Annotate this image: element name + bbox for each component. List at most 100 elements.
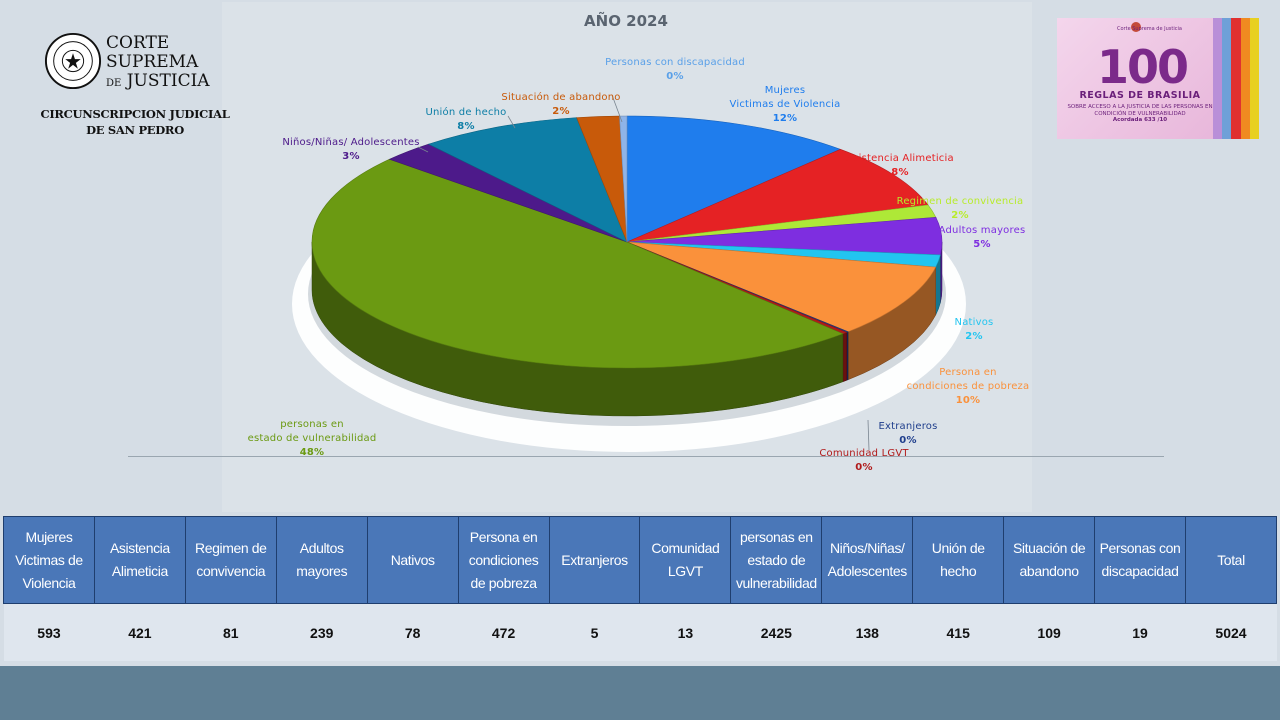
pie-label: Comunidad LGVT 0% xyxy=(819,447,908,475)
pie-label-text: Situación de abandono xyxy=(501,92,621,103)
pie-label: Personas con discapacidad 0% xyxy=(605,56,745,84)
pie-label-text: Nativos xyxy=(954,317,994,328)
table-header-cell: Persona en condiciones de pobreza xyxy=(457,516,550,604)
table-header-cell: Nativos xyxy=(366,516,459,604)
table-cell: 109 xyxy=(1003,603,1095,661)
table-header-cell: Asistencia Alimeticia xyxy=(93,516,186,604)
table-cell: 415 xyxy=(912,603,1004,661)
pie-label-text: personas en xyxy=(280,419,344,430)
logo-name-line3: JUSTICIA xyxy=(126,71,210,91)
table-header-cell: Extranjeros xyxy=(548,516,641,604)
pie-label-percent: 2% xyxy=(951,210,969,221)
table-header-cell: Unión de hecho xyxy=(912,516,1005,604)
chart-title: AÑO 2024 xyxy=(584,12,668,30)
pie-label-percent: 12% xyxy=(772,113,798,124)
leader-line xyxy=(867,419,870,451)
pie-label-percent: 0% xyxy=(666,71,684,82)
table-cell: 472 xyxy=(458,603,550,661)
pie-label-percent: 5% xyxy=(973,239,991,250)
pie-label-text: estado de vulnerabilidad xyxy=(247,433,377,444)
pie-slice xyxy=(626,241,937,333)
pie-label: Asistencia Alimeticia 8% xyxy=(846,152,954,180)
pie-label: Unión de hecho 8% xyxy=(426,106,507,134)
pie-label-text: Adultos mayores xyxy=(938,225,1026,236)
table-header-cell: Situación de abandono xyxy=(1003,516,1096,604)
table-header-cell: Mujeres Victimas de Violencia xyxy=(3,516,95,604)
pie-label-text: Niños/Niñas/ Adolescentes xyxy=(282,137,420,148)
pie-label: Niños/Niñas/ Adolescentes 3% xyxy=(282,136,419,164)
circunscripcion-line2: DE SAN PEDRO xyxy=(86,123,184,137)
circunscripcion-line1: CIRCUNSCRIPCION JUDICIAL xyxy=(40,107,230,121)
pie-slice xyxy=(311,158,844,369)
pie-slice xyxy=(626,148,929,243)
pie-label: Persona en condiciones de pobreza 10% xyxy=(907,366,1030,408)
corte-suprema-logo: CORTE SUPREMA DE JUSTICIA CIRCUNSCRIPCIO… xyxy=(40,30,230,140)
table-header-cell: Regimen de convivencia xyxy=(184,516,277,604)
table-cell: 5 xyxy=(549,603,640,661)
badge-subtitle-text: SOBRE ACCESO A LA JUSTICIA DE LAS PERSON… xyxy=(1067,104,1213,117)
table-header-row: Mujeres Victimas de Violencia Asistencia … xyxy=(3,516,1278,604)
pie-label-percent: 8% xyxy=(457,121,475,132)
table-cell: 2425 xyxy=(730,603,822,661)
pie-label: personas en estado de vulnerabilidad 48% xyxy=(248,418,377,460)
logo-name: CORTE SUPREMA DE JUSTICIA xyxy=(106,34,210,93)
table-cell: 5024 xyxy=(1185,603,1277,661)
pie-label-text: Regimen de convivencia xyxy=(896,196,1024,207)
table-cell: 421 xyxy=(94,603,186,661)
pie-label-percent: 0% xyxy=(855,462,873,473)
pie-label-text: Comunidad LGVT xyxy=(819,448,909,459)
table-cell: 138 xyxy=(821,603,913,661)
pie-label-percent: 48% xyxy=(299,447,325,458)
pie-slice xyxy=(626,115,842,243)
table-header-cell: Comunidad LGVT xyxy=(639,516,732,604)
logo-name-prefix: DE xyxy=(106,78,122,89)
badge-subtitle: SOBRE ACCESO A LA JUSTICIA DE LAS PERSON… xyxy=(1065,104,1215,124)
badge-top-text: Corte Suprema de Justicia xyxy=(1117,26,1182,32)
table-row: 593 421 81 239 78 472 5 13 2425 138 415 109 19 5024 xyxy=(3,603,1277,661)
table-header-cell: personas en estado de vulnerabilidad xyxy=(730,516,823,604)
pie-label: Situación de abandono 2% xyxy=(501,91,620,119)
pie-label-percent: 10% xyxy=(955,395,981,406)
leader-line xyxy=(417,146,429,153)
pie-label: Mujeres Victimas de Violencia 12% xyxy=(730,84,841,126)
pie-slice xyxy=(427,117,628,243)
seal-icon xyxy=(44,32,102,90)
table-cell: 239 xyxy=(276,603,368,661)
badge-stripes xyxy=(1213,18,1259,139)
leader-line xyxy=(611,94,623,123)
reglas-brasilia-badge: Corte Suprema de Justicia 100 REGLAS DE … xyxy=(1057,18,1259,139)
leader-line xyxy=(507,115,516,129)
data-table: Mujeres Victimas de Violencia Asistencia … xyxy=(3,516,1278,661)
circunscripcion-label: CIRCUNSCRIPCION JUDICIAL DE SAN PEDRO xyxy=(40,106,230,138)
pie-label-text: Unión de hecho xyxy=(425,107,507,118)
pie-label: Extranjeros 0% xyxy=(878,420,937,448)
pie-label-percent: 3% xyxy=(342,151,360,162)
bottom-bar xyxy=(0,666,1280,720)
chart-baseline xyxy=(128,456,1164,457)
pie-label-text: condiciones de pobreza xyxy=(906,381,1030,392)
badge-title: REGLAS DE BRASILIA xyxy=(1079,90,1201,101)
pie-label-percent: 2% xyxy=(965,331,983,342)
table-header-cell: Niños/Niñas/ Adolescentes xyxy=(821,516,914,604)
pie-label-text: Persona en xyxy=(939,367,997,378)
pie-label: Nativos 2% xyxy=(955,316,994,344)
pie-label-percent: 2% xyxy=(552,106,570,117)
table-cell: 13 xyxy=(639,603,731,661)
badge-acordada: Acordada 633 /10 xyxy=(1112,117,1168,123)
emblem-icon xyxy=(1131,22,1141,32)
pie-label-text: Mujeres xyxy=(764,85,806,96)
pie-label-text: Asistencia Alimeticia xyxy=(846,153,954,164)
pie-label-percent: 8% xyxy=(891,167,909,178)
table-header-cell: Adultos mayores xyxy=(275,516,368,604)
logo-name-line1: CORTE xyxy=(106,33,170,53)
table-cell: 81 xyxy=(185,603,277,661)
table-cell: 19 xyxy=(1094,603,1186,661)
pie-slice-side xyxy=(842,331,847,383)
table-header-cell: Total xyxy=(1184,516,1278,604)
pie-label: Adultos mayores 5% xyxy=(939,224,1026,252)
badge-number: 100 xyxy=(1096,40,1189,94)
logo-name-line2: SUPREMA xyxy=(106,52,199,72)
pie-label-text: Personas con discapacidad xyxy=(605,57,745,68)
pie-label: Regimen de convivencia 2% xyxy=(897,195,1024,223)
